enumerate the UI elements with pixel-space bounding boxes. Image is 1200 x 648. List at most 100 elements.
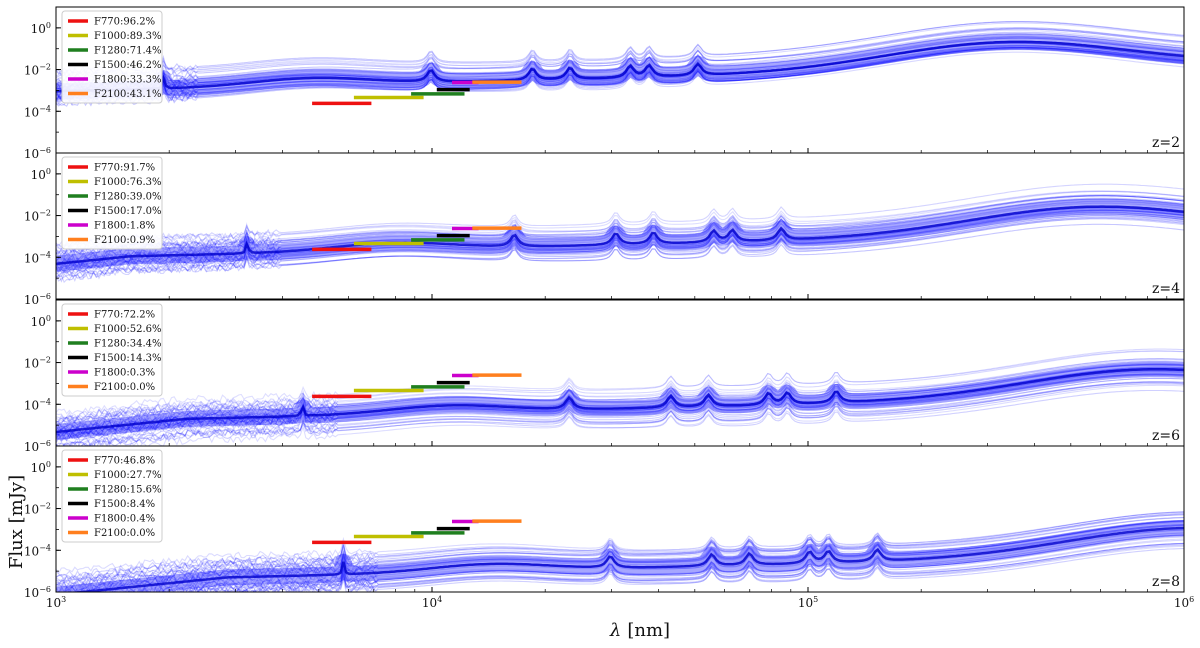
sed-template-line [56, 217, 1184, 272]
sed-template-line [56, 48, 1184, 102]
x-tick-label: 104 [422, 595, 442, 610]
sed-template-line [56, 44, 1184, 99]
legend-label-f2100: F2100:0.9% [94, 235, 155, 246]
legend-label-f1500: F1500:14.3% [94, 353, 162, 364]
sed-template-line [56, 364, 1184, 433]
legend-label-f1500: F1500:17.0% [94, 206, 162, 217]
sed-template-line [56, 47, 1184, 105]
sed-template-line [56, 47, 1184, 107]
sed-template-line [56, 20, 1184, 77]
sed-template-line [216, 538, 1184, 592]
sed-template-line [58, 524, 1184, 592]
legend: F770:91.7% F1000:76.3% F1280:39.0% F1500:17… [61, 156, 163, 250]
legend-label-f770: F770:72.2% [94, 310, 155, 321]
sed-template-line [56, 523, 1184, 592]
legend-label-f1800: F1800:33.3% [94, 75, 162, 86]
sed-template-line [56, 362, 1184, 428]
sed-template-line [56, 348, 1184, 420]
sed-template-line [56, 194, 1184, 250]
sed-template-line [56, 511, 1184, 584]
sed-template-line [56, 47, 1184, 98]
sed-template-line [56, 374, 1184, 439]
sed-template-line [56, 377, 1184, 446]
sed-template-line [56, 209, 1184, 273]
legend-label-f1280: F1280:39.0% [94, 192, 162, 203]
legend-label-f1500: F1500:8.4% [94, 499, 155, 510]
legend: F770:96.2% F1000:89.3% F1280:71.4% F1500:46… [61, 10, 163, 104]
sed-template-line [56, 373, 1184, 437]
sed-template-line [56, 194, 1184, 253]
sed-template-line [56, 371, 1184, 438]
sed-template-line [56, 209, 1184, 274]
sed-template-line [56, 216, 1184, 283]
sed-template-line [56, 195, 1184, 256]
legend-label-f2100: F2100:43.1% [94, 89, 162, 100]
sed-template-line [56, 29, 1184, 77]
redshift-label: z=4 [1152, 281, 1180, 297]
sed-template-line [178, 542, 1184, 592]
sed-template-line [56, 373, 1184, 433]
sed-template-line [56, 517, 1184, 587]
panel-z8: 10−6 10−4 10−2 100 103 104 105 106 F770:46.8% F10… [24, 445, 1194, 610]
sed-template-line [56, 197, 1184, 256]
x-axis-symbol: λ [609, 620, 621, 641]
sed-template-line [176, 545, 1184, 592]
sed-template-line [56, 213, 1184, 277]
legend-label-f1280: F1280:34.4% [94, 339, 162, 350]
sed-template-line [56, 28, 1184, 88]
sed-template-line [56, 46, 1184, 104]
sed-template-line [56, 512, 1184, 589]
sed-template-line [56, 367, 1184, 428]
y-tick-label: 100 [31, 21, 51, 36]
sed-template-line [56, 183, 1184, 248]
sed-template-line [149, 544, 1184, 592]
sed-template-line [56, 521, 1184, 585]
y-tick-label: 10−4 [24, 543, 51, 558]
y-tick-label: 10−4 [24, 250, 51, 265]
sed-template-line [56, 45, 1184, 101]
legend-label-f1000: F1000:52.6% [94, 324, 162, 335]
sed-template-line [56, 215, 1184, 275]
sed-template-line [56, 28, 1184, 80]
sed-template-line [56, 215, 1184, 271]
sed-template-line [56, 46, 1184, 106]
sed-template-line [124, 535, 1184, 592]
sed-template-line [56, 360, 1184, 421]
y-axis-title: Flux [mJy] [6, 475, 27, 569]
sed-template-line [56, 514, 1184, 589]
sed-template-line [70, 383, 1184, 446]
sed-template-line [56, 350, 1184, 415]
sed-template-line [57, 520, 1184, 592]
x-tick-label: 105 [798, 595, 818, 610]
sed-median-line [56, 40, 1184, 93]
y-tick-label: 10−6 [24, 146, 51, 161]
y-tick-label: 100 [31, 167, 51, 182]
panel-frame [55, 152, 1185, 300]
sed-curves [56, 20, 1184, 107]
sed-template-line [56, 520, 1184, 592]
sed-template-line [56, 211, 1184, 268]
y-tick-label: 10−6 [24, 439, 51, 454]
sed-template-line [194, 539, 1184, 592]
sed-template-line [56, 195, 1184, 263]
y-tick-label: 10−2 [24, 502, 51, 517]
sed-template-line [142, 534, 1184, 592]
legend-label-f1000: F1000:89.3% [94, 31, 162, 42]
sed-template-line [56, 381, 1184, 442]
sed-template-line [56, 27, 1184, 82]
sed-template-line [56, 358, 1184, 423]
legend-label-f770: F770:46.8% [94, 456, 155, 467]
sed-template-line [56, 218, 1184, 274]
sed-template-line [56, 519, 1184, 589]
y-tick-label: 10−4 [24, 397, 51, 412]
sed-template-line [56, 377, 1184, 446]
x-tick-label: 103 [46, 595, 66, 610]
legend-label-f2100: F2100:0.0% [94, 382, 155, 393]
sed-template-line [56, 31, 1184, 86]
sed-template-line [56, 522, 1184, 588]
sed-curves [56, 183, 1184, 284]
sed-template-line [56, 381, 1184, 446]
sed-template-line [56, 511, 1184, 575]
